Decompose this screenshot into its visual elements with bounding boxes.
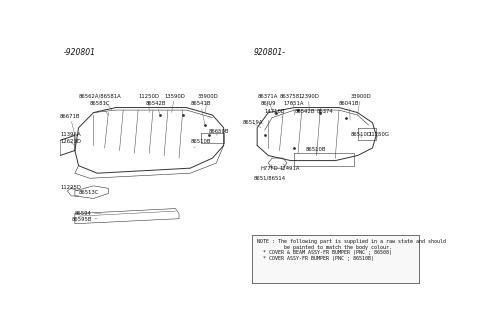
Text: -920801: -920801: [64, 48, 96, 57]
Text: 14710B: 14710B: [264, 109, 285, 118]
Text: 86650B: 86650B: [209, 129, 229, 135]
Text: 12491A: 12491A: [279, 164, 300, 171]
Text: 86519A: 86519A: [242, 120, 263, 128]
Text: 920801-: 920801-: [253, 48, 286, 57]
FancyBboxPatch shape: [252, 235, 419, 283]
Text: 8651/86514: 8651/86514: [253, 176, 286, 181]
Text: 86542B: 86542B: [294, 109, 315, 114]
Text: 17651A: 17651A: [283, 101, 304, 115]
Text: 1139AA: 1139AA: [60, 132, 81, 140]
Text: 12390D: 12390D: [298, 94, 319, 110]
Text: 13590D: 13590D: [164, 94, 185, 113]
Text: 12621D: 12621D: [60, 139, 81, 145]
Text: 86374: 86374: [317, 109, 334, 114]
Text: 86510B: 86510B: [305, 147, 326, 154]
Text: 11250D: 11250D: [138, 94, 159, 113]
Text: 11225D: 11225D: [60, 185, 81, 190]
Text: 86671B: 86671B: [60, 114, 81, 135]
Text: 86562A/86581A: 86562A/86581A: [79, 94, 121, 110]
Text: 86371A: 86371A: [257, 94, 277, 110]
Text: 33900D: 33900D: [350, 94, 371, 115]
Text: 863758: 863758: [279, 94, 300, 108]
Text: 11250G: 11250G: [369, 132, 390, 138]
Text: 86581C: 86581C: [90, 101, 110, 115]
Text: 86542B: 86542B: [145, 101, 166, 115]
Text: 86041B: 86041B: [339, 101, 360, 120]
Text: 86594: 86594: [75, 211, 101, 216]
Text: 86510B: 86510B: [190, 139, 211, 148]
Text: NOTE : The following part is supplied in a raw state and should
         be pain: NOTE : The following part is supplied in…: [257, 239, 446, 261]
Text: H77FD: H77FD: [261, 164, 278, 171]
Text: 86541B: 86541B: [190, 101, 211, 125]
Text: 86595B: 86595B: [71, 217, 97, 222]
Text: 86513C: 86513C: [79, 190, 99, 195]
Text: 86JU9: 86JU9: [261, 101, 276, 115]
Text: 33900D: 33900D: [198, 94, 218, 113]
Text: 86510D: 86510D: [350, 132, 371, 138]
